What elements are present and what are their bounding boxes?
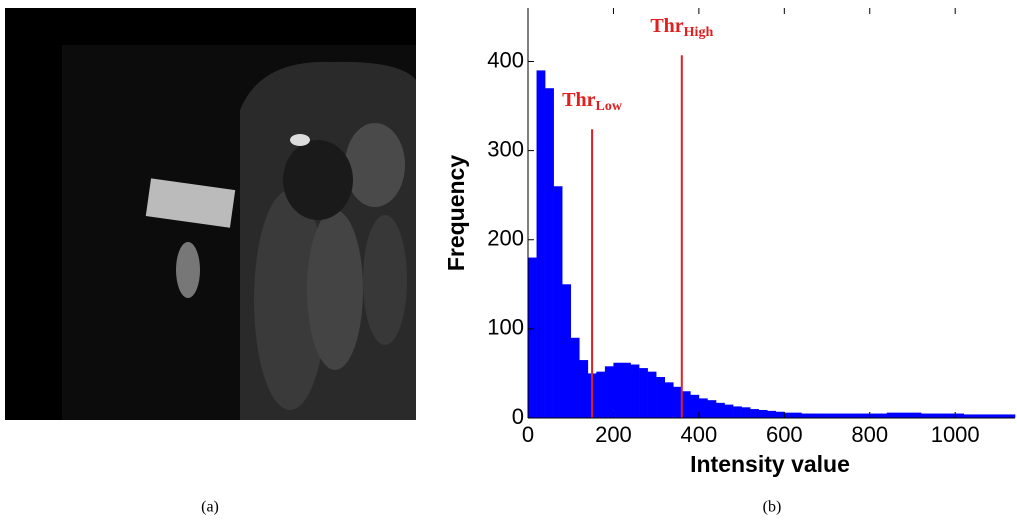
bar [698, 398, 708, 418]
label-main: Thr [562, 89, 595, 111]
bar [852, 413, 862, 418]
y-axis-title: Frequency [443, 155, 469, 272]
bar [664, 382, 674, 418]
bar [528, 257, 537, 418]
bar [775, 411, 785, 418]
bar [553, 186, 563, 418]
bar [604, 366, 614, 418]
bar [570, 337, 580, 418]
bar [895, 412, 905, 418]
bar [621, 362, 631, 418]
bar [972, 414, 982, 418]
x-tick-label: 800 [851, 422, 888, 447]
x-tick-label: 1000 [931, 422, 980, 447]
y-tick-label: 200 [487, 226, 524, 251]
bar [989, 414, 999, 418]
bar [673, 386, 683, 418]
x-axis-title: Intensity value [690, 451, 850, 477]
x-tick-label: 600 [766, 422, 803, 447]
y-tick-label: 400 [487, 47, 524, 72]
bar [656, 377, 666, 418]
label-main: Thr [650, 15, 683, 37]
bar [741, 407, 751, 418]
bar [792, 412, 802, 418]
y-tick-label: 0 [512, 404, 524, 429]
bar [613, 362, 623, 418]
bar [596, 371, 606, 418]
label-sub: Low [596, 99, 623, 114]
bar [938, 413, 947, 418]
bar [767, 410, 777, 418]
bar [980, 414, 990, 418]
bar [921, 413, 930, 418]
bar [818, 413, 828, 418]
bar [929, 413, 939, 418]
bar [536, 70, 546, 419]
bar [758, 409, 768, 418]
bar [801, 413, 811, 418]
x-tick-label: 200 [595, 422, 632, 447]
bar [827, 413, 836, 418]
bar [690, 394, 700, 418]
bar [562, 284, 572, 418]
bar [579, 360, 589, 418]
threshold-label: ThrLow [562, 89, 623, 115]
bar [784, 412, 794, 418]
bar [903, 412, 913, 418]
bar [946, 413, 956, 418]
threshold-label: ThrHigh [650, 15, 713, 41]
bar [963, 414, 973, 418]
caption: (b) [763, 499, 782, 516]
bar [861, 413, 871, 418]
bar [809, 413, 819, 418]
bar [724, 404, 734, 418]
y-tick-label: 100 [487, 315, 524, 340]
bar [844, 413, 853, 418]
bar [733, 406, 742, 418]
bar [750, 409, 759, 418]
bar [835, 413, 845, 418]
bar [997, 414, 1007, 418]
bar [912, 412, 922, 418]
bar [545, 88, 554, 418]
bar [886, 412, 896, 418]
mri-image [5, 8, 416, 421]
y-tick-label: 300 [487, 136, 524, 161]
bar [639, 368, 648, 418]
bar [630, 364, 640, 418]
bar [647, 371, 657, 418]
x-tick-label: 0 [522, 422, 534, 447]
bar [869, 413, 879, 418]
x-tick-label: 400 [681, 422, 718, 447]
bar [1006, 414, 1016, 418]
bar [955, 413, 965, 418]
bar [681, 391, 691, 418]
bar [878, 413, 888, 418]
bar [707, 400, 717, 418]
label-sub: High [684, 25, 714, 40]
bar [715, 402, 725, 418]
caption: (a) [201, 499, 219, 516]
